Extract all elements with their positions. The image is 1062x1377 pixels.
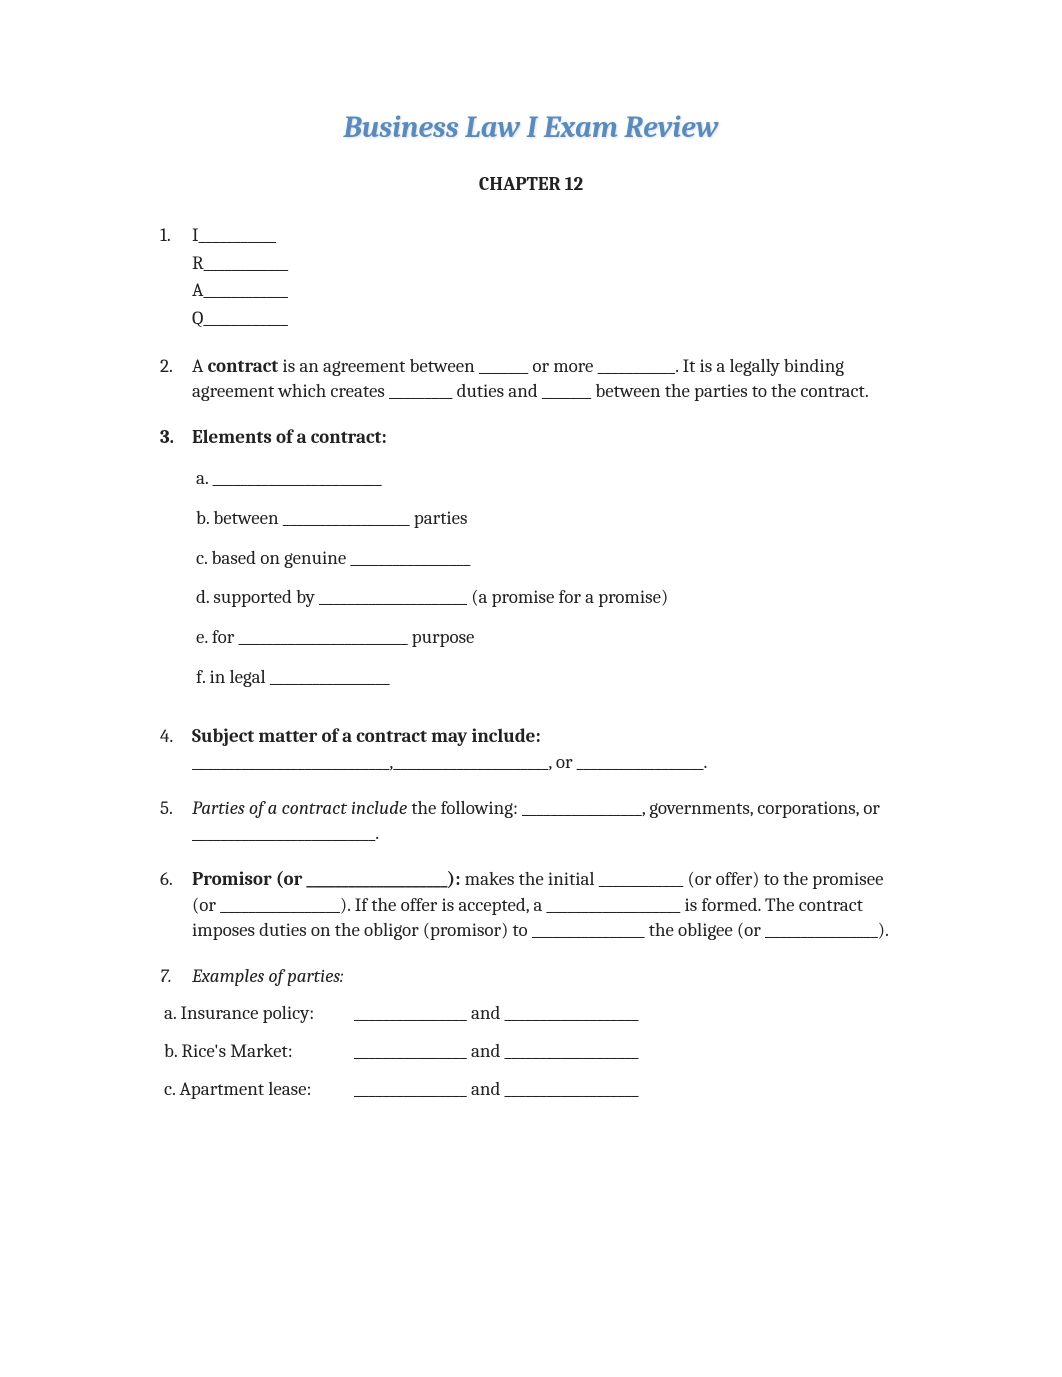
q2-text-b: is an agreement between _______ or more … — [192, 355, 869, 403]
q1-line-i: I___________ — [192, 223, 902, 249]
q7-row-a: a. Insurance policy: ________________ an… — [164, 1001, 902, 1027]
q1-line-r: R____________ — [192, 251, 902, 277]
q2-body: A contract is an agreement between _____… — [192, 354, 902, 405]
q7-row-b: b. Rice's Market: ________________ and _… — [164, 1039, 902, 1065]
q3-heading: Elements of a contract: — [192, 425, 902, 451]
question-4: 4. Subject matter of a contract may incl… — [160, 724, 902, 775]
q7-row-a-blanks: ________________ and ___________________ — [354, 1001, 639, 1027]
q3-item-f: f. in legal _________________ — [196, 665, 902, 691]
question-3: 3. Elements of a contract: a. __________… — [160, 425, 902, 704]
q1-line-a: A____________ — [192, 278, 902, 304]
q5-number: 5. — [160, 796, 192, 847]
q3-item-a: a. ________________________ — [196, 466, 902, 492]
q5-italic: Parties of a contract include — [192, 797, 411, 819]
q1-line-q: Q____________ — [192, 306, 902, 332]
question-6: 6. Promisor (or ____________________): m… — [160, 867, 902, 944]
q7-row-b-blanks: ________________ and ___________________ — [354, 1039, 639, 1065]
q3-item-e: e. for ________________________ purpose — [196, 625, 902, 651]
q7-row-b-label: b. Rice's Market: — [164, 1039, 354, 1065]
q7-number: 7. — [160, 964, 192, 990]
question-1: 1. I___________ R____________ A_________… — [160, 223, 902, 334]
q4-blanks-line: ____________________________,___________… — [192, 750, 902, 776]
q7-row-c: c. Apartment lease: ________________ and… — [164, 1077, 902, 1103]
q3-item-d: d. supported by _____________________ (a… — [196, 585, 902, 611]
q7-row-c-blanks: ________________ and ___________________ — [354, 1077, 639, 1103]
q7-heading: Examples of parties: — [192, 964, 902, 990]
question-5: 5. Parties of a contract include the fol… — [160, 796, 902, 847]
q3-number: 3. — [160, 425, 192, 704]
q2-bold-contract: contract — [208, 355, 279, 377]
q5-body: Parties of a contract include the follow… — [192, 796, 902, 847]
question-7: 7. Examples of parties: — [160, 964, 902, 990]
q2-number: 2. — [160, 354, 192, 405]
q3-item-c: c. based on genuine _________________ — [196, 546, 902, 572]
page-title: Business Law I Exam Review — [160, 110, 902, 145]
q1-number: 1. — [160, 223, 192, 334]
q7-row-a-label: a. Insurance policy: — [164, 1001, 354, 1027]
q4-heading: Subject matter of a contract may include… — [192, 724, 902, 750]
q2-text-a: A — [192, 355, 208, 377]
question-2: 2. A contract is an agreement between __… — [160, 354, 902, 405]
chapter-heading: CHAPTER 12 — [160, 173, 902, 195]
q6-bold-promisor: Promisor (or ____________________): — [192, 868, 465, 890]
q4-number: 4. — [160, 724, 192, 775]
q3-item-b: b. between __________________ parties — [196, 506, 902, 532]
content-body: 1. I___________ R____________ A_________… — [160, 223, 902, 1102]
q6-body: Promisor (or ____________________): make… — [192, 867, 902, 944]
q7-row-c-label: c. Apartment lease: — [164, 1077, 354, 1103]
q6-number: 6. — [160, 867, 192, 944]
